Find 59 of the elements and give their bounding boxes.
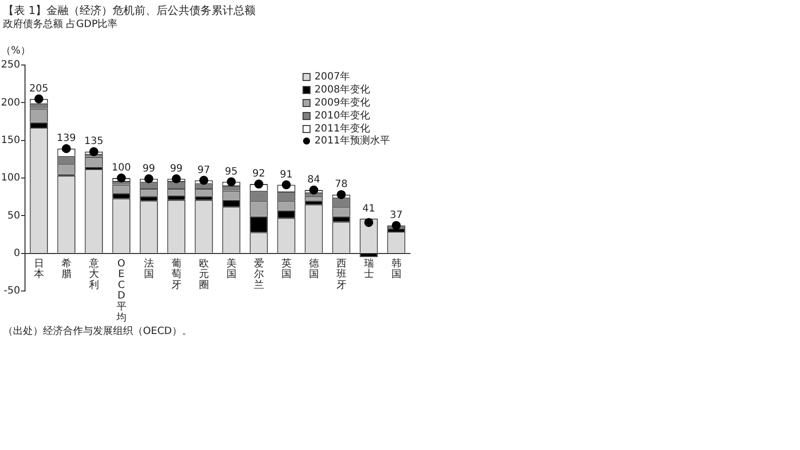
y-tick-label: 100: [0, 172, 20, 184]
point: [336, 190, 346, 200]
x-tick-label: 日本: [34, 258, 44, 280]
x-tick-label: 爱尔兰: [254, 257, 264, 291]
x-tick-label: 美国: [226, 257, 236, 280]
total-label: 97: [197, 164, 210, 176]
y-tick-label: -50: [4, 286, 20, 297]
x-tick-label: 德国: [308, 258, 319, 280]
point: [226, 177, 236, 186]
legend-label: 2010年变化: [314, 110, 370, 122]
total-label: 99: [142, 163, 156, 174]
x-tick-label: 英国: [281, 257, 292, 280]
legend-label: 2009年变化: [314, 96, 370, 109]
x-tick-label: 西班牙: [336, 258, 346, 291]
point: [254, 180, 264, 189]
total-label: 84: [307, 174, 320, 186]
y-tick-label: 50: [7, 210, 20, 222]
chart-subtitle: 政府债务总额 占GDP比率: [3, 18, 118, 31]
text: （出处）经济合作与发展组织（OECD）。: [3, 324, 192, 338]
point: [116, 174, 126, 182]
legend-label: 2011年预测水平: [314, 134, 390, 147]
total-label: 99: [170, 163, 183, 174]
point: [199, 176, 208, 185]
x-tick-label: 瑞士: [364, 257, 374, 280]
x-tick-label: OECD平均: [115, 258, 126, 324]
x-tick-label: 韩国: [391, 257, 402, 280]
x-tick-label: 葡萄牙: [171, 257, 182, 291]
point: [144, 174, 154, 184]
total-label: 37: [390, 210, 403, 222]
point: [172, 174, 181, 184]
total-label: 92: [252, 168, 266, 180]
y-tick-label: 0: [14, 248, 20, 259]
total-label: 205: [29, 83, 48, 94]
y-tick-label: 200: [0, 97, 20, 108]
point: [282, 180, 291, 190]
point: [34, 94, 44, 104]
y-tick-label: 250: [0, 60, 20, 71]
y-tick-label: 150: [0, 134, 20, 146]
legend-label: 2008年变化: [314, 84, 370, 96]
total-label: 78: [334, 179, 348, 190]
total-label: 135: [84, 136, 104, 148]
legend-label: 2011年变化: [314, 122, 370, 135]
x-tick-label: 意大利: [88, 257, 99, 291]
point: [89, 147, 98, 156]
x-tick-label: 希腊: [61, 257, 72, 280]
total-label: 41: [362, 203, 376, 214]
point: [392, 220, 401, 230]
point: [309, 186, 318, 195]
x-tick-label: 法国: [144, 257, 154, 280]
x-tick-label: 欧元圈: [198, 258, 209, 291]
total-label: 91: [280, 169, 293, 180]
legend-label: 2007年: [314, 70, 350, 83]
total-label: 100: [112, 162, 131, 174]
total-label: 95: [224, 166, 238, 178]
total-label: 139: [56, 133, 76, 144]
chart-title: 【表 1】金融（经济）危机前、后公共债务累计总额: [3, 3, 256, 18]
point: [62, 144, 71, 154]
point: [364, 218, 374, 227]
y-axis-title: （%）: [1, 46, 31, 57]
